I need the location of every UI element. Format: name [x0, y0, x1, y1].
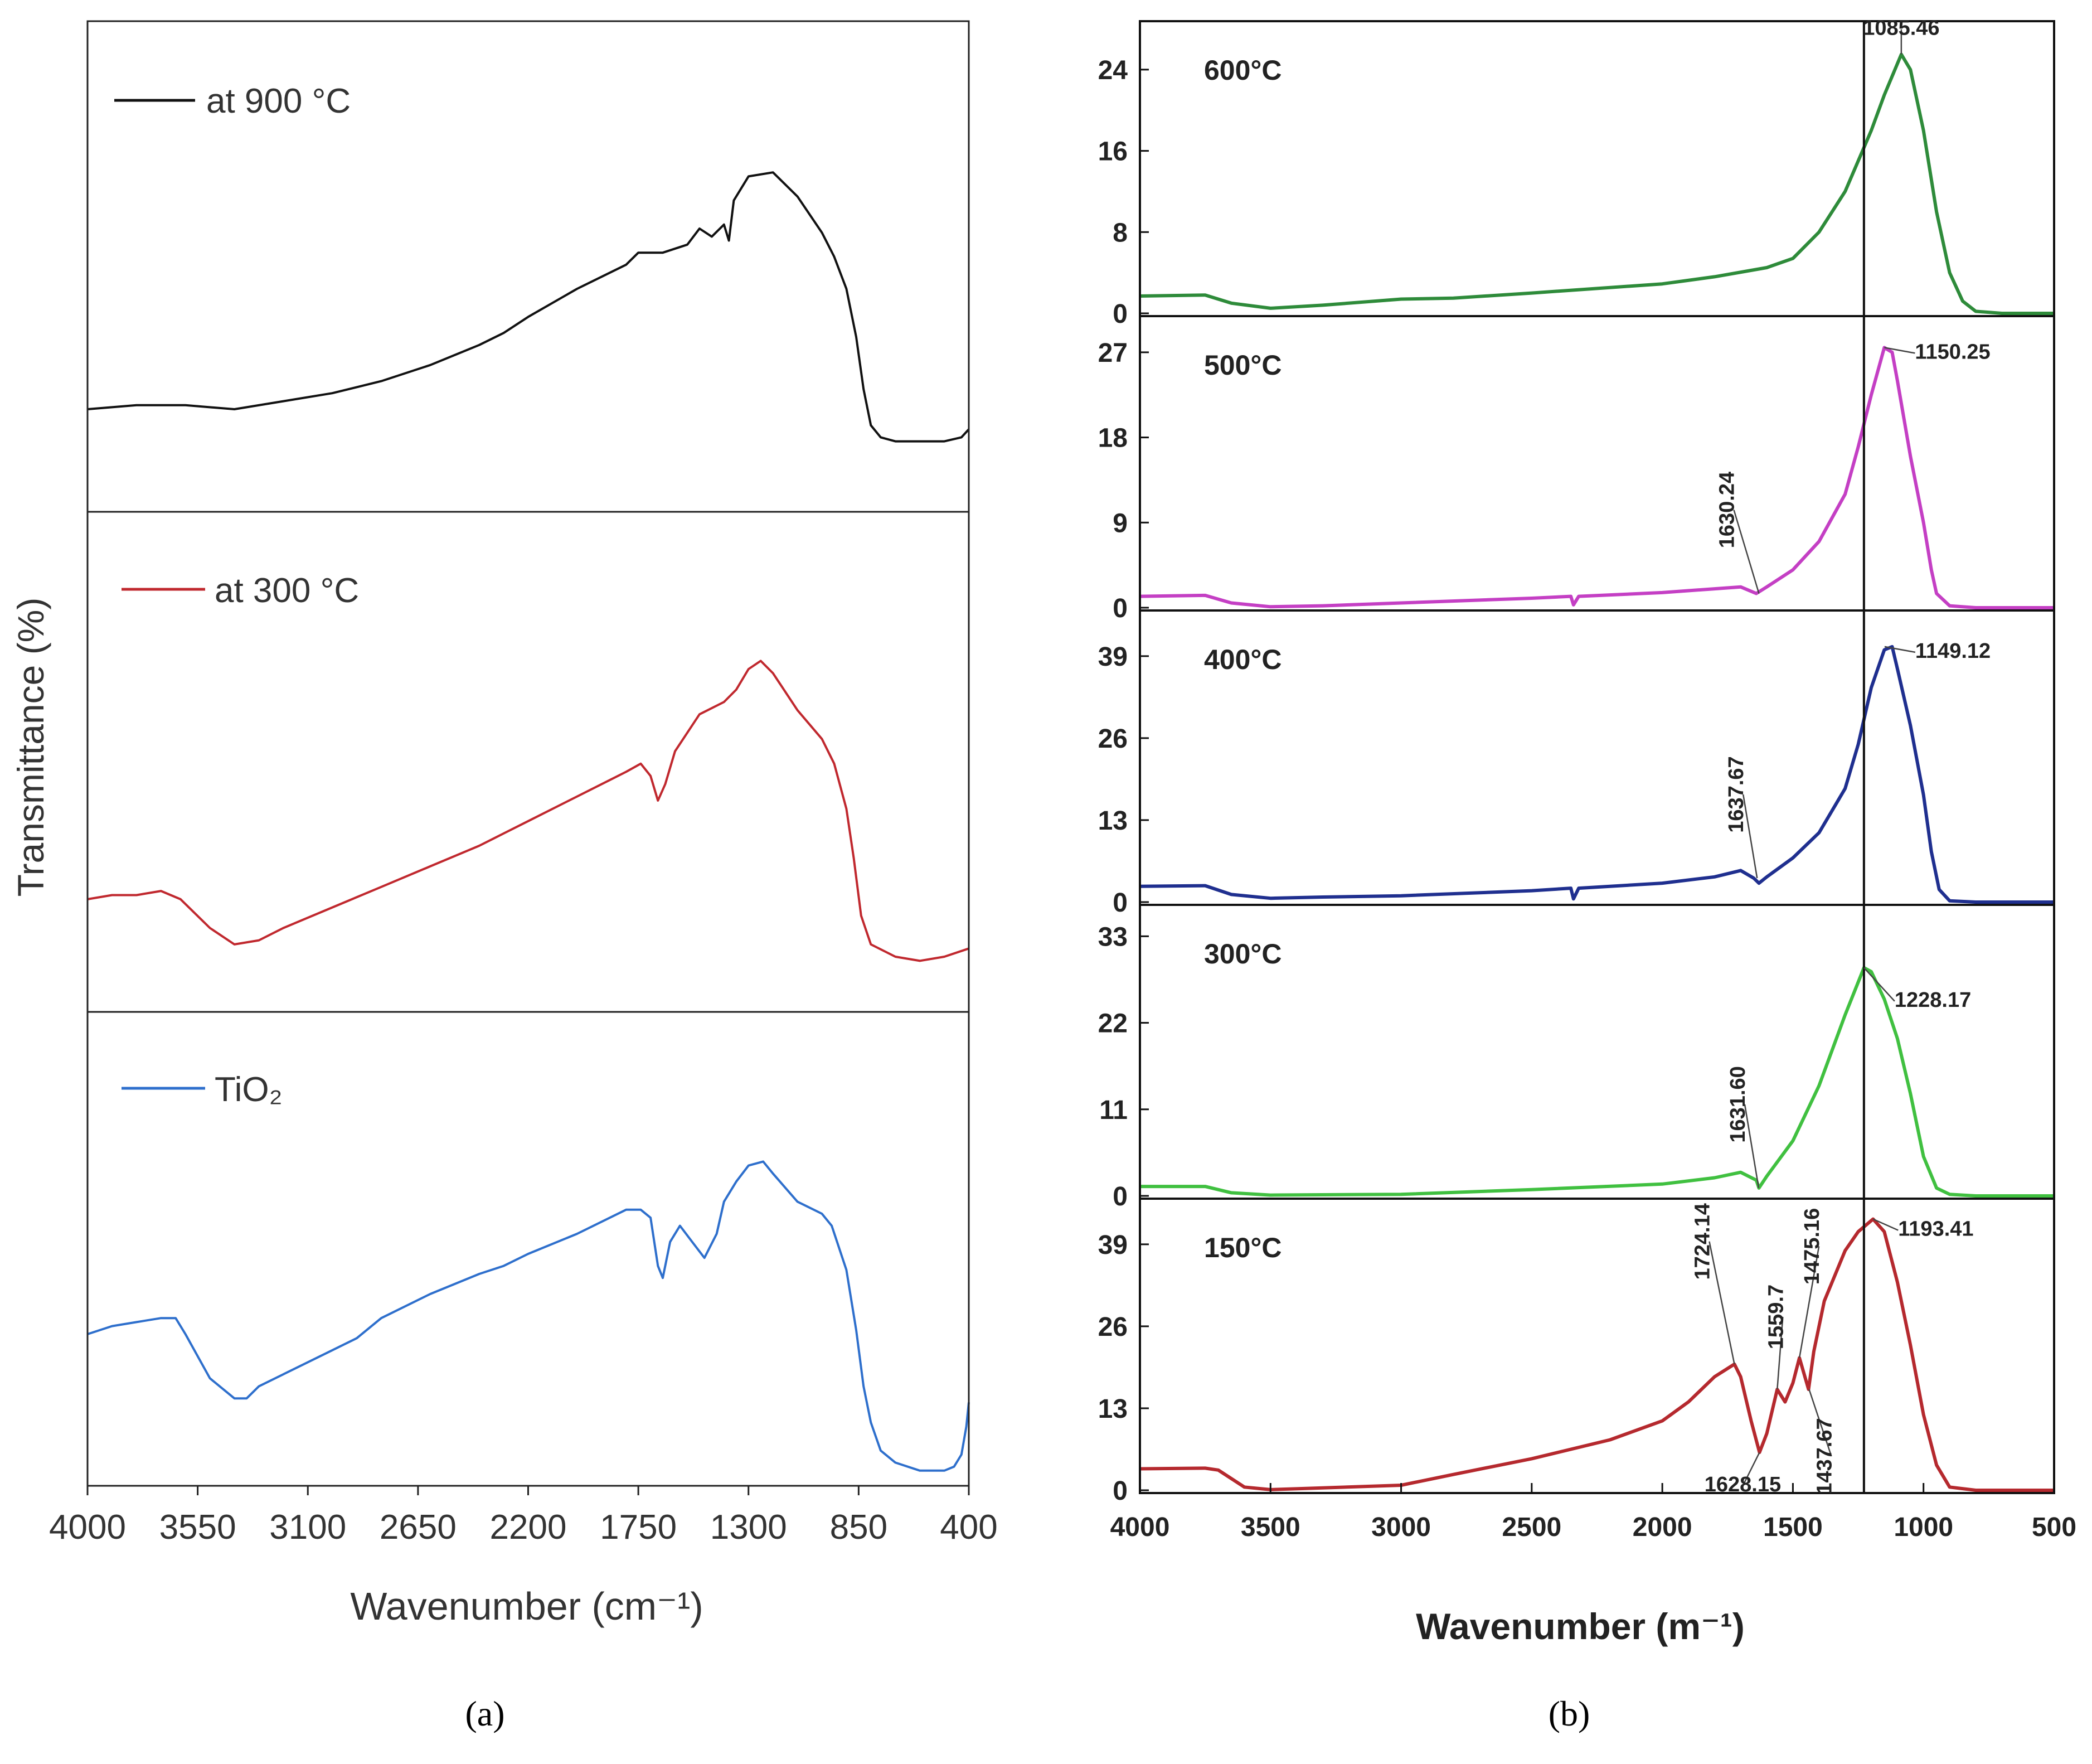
y-tick-label-b: 26 — [1098, 1312, 1128, 1342]
annotation-b: 1228.17 — [1895, 988, 1971, 1012]
y-tick-label-b: 39 — [1098, 642, 1128, 672]
x-tick-label-a: 3100 — [269, 1508, 346, 1547]
annotation-leader-b — [1733, 510, 1760, 594]
x-tick-label-b: 2500 — [1502, 1513, 1561, 1542]
legend-tio2-label: TiO₂ — [215, 1070, 283, 1109]
y-tick-label-b: 0 — [1113, 299, 1128, 329]
x-tick-label-b: 2000 — [1633, 1513, 1692, 1542]
x-tick-label-a: 2650 — [380, 1508, 457, 1547]
annotation-leader-b — [1742, 1452, 1760, 1486]
y-tick-label-b: 11 — [1099, 1096, 1128, 1125]
y-tick-label-b: 0 — [1113, 1182, 1128, 1211]
y-tick-label-b: 24 — [1098, 56, 1128, 85]
annotation-b: 1630.24 — [1716, 472, 1739, 548]
plot-frame-b-4 — [1139, 1198, 2055, 1494]
annotation-leader-b — [1744, 1104, 1760, 1189]
y-tick-label-b: 27 — [1098, 338, 1128, 368]
y-tick-label-b: 26 — [1098, 724, 1128, 754]
annotation-b: 1437.67 — [1813, 1418, 1836, 1494]
annotation-leader-b — [1776, 1316, 1784, 1390]
annotation-leader-b — [1884, 347, 1915, 354]
legend-900: at 900 °C — [114, 82, 351, 120]
x-tick-label-b: 1000 — [1894, 1513, 1953, 1542]
x-tick-label-a: 4000 — [49, 1508, 126, 1547]
annotation-leader-b — [1742, 794, 1758, 879]
y-tick-label-b: 0 — [1113, 888, 1128, 918]
annotation-b: 1559.7 — [1764, 1285, 1788, 1349]
y-tick-label-b: 0 — [1113, 594, 1128, 623]
y-axis-label-a: Transmittance (%) — [10, 598, 51, 897]
annotation-leader-b — [1798, 1246, 1820, 1358]
x-tick-label-a: 2200 — [490, 1508, 567, 1547]
annotation-b: 1628.15 — [1705, 1473, 1781, 1496]
y-tick-label-b: 16 — [1098, 137, 1128, 167]
chart-a: 4000 3550 3100 2650 2200 1750 1300 850 400 at 90… — [10, 20, 998, 1628]
panel-label-b-0: 600°C — [1204, 55, 1282, 86]
y-tick-label-b: 13 — [1098, 806, 1128, 836]
annotation-leader-b — [1708, 1241, 1735, 1365]
y-tick-label-b: 9 — [1113, 508, 1128, 538]
x-tick-label-b: 500 — [2032, 1513, 2076, 1542]
legend-tio2: TiO₂ — [122, 1070, 283, 1109]
series-a-line-0 — [87, 171, 970, 443]
annotation-b: 1637.67 — [1725, 756, 1748, 832]
series-b-line-2 — [1139, 644, 2054, 904]
series-b-line-1 — [1139, 346, 2054, 609]
series-b-line-0 — [1139, 52, 2054, 315]
panel-label-b-4: 150°C — [1204, 1232, 1282, 1263]
x-tick-label-a: 1750 — [600, 1508, 677, 1547]
annotation-b: 1150.25 — [1915, 340, 1990, 364]
annotation-b: 1149.12 — [1915, 639, 1991, 663]
annotation-b: 1475.16 — [1800, 1208, 1824, 1285]
panel-label-b-1: 500°C — [1204, 350, 1282, 381]
x-tick-label-b: 1500 — [1763, 1513, 1823, 1542]
panel-label-b-2: 400°C — [1204, 644, 1282, 675]
legend-900-label: at 900 °C — [206, 82, 351, 120]
y-tick-label-b: 0 — [1113, 1476, 1128, 1506]
x-tick-label-b: 3500 — [1241, 1513, 1300, 1542]
x-tick-label-a: 850 — [830, 1508, 887, 1547]
legend-300-label: at 300 °C — [215, 571, 359, 610]
x-axis-label-b: Wavenumber (m⁻¹) — [1416, 1606, 1745, 1647]
y-tick-label-b: 22 — [1098, 1009, 1128, 1039]
annotation-leader-b — [1884, 646, 1916, 653]
panel-label-b-3: 300°C — [1204, 938, 1282, 970]
annotation-leader-b — [1808, 1389, 1832, 1457]
annotation-leader-b — [1863, 967, 1895, 1002]
annotation-b: 1631.60 — [1726, 1066, 1750, 1142]
series-a-line-1 — [87, 660, 969, 962]
x-tick-label-b: 4000 — [1110, 1513, 1170, 1542]
y-tick-label-b: 33 — [1098, 922, 1128, 952]
annotation-b: 1724.14 — [1691, 1203, 1714, 1280]
chart-b: 0 8 16 24 0 9 18 27 0 13 26 39 0 11 22 33 0 13 26 39 4000 350… — [1098, 17, 2076, 1647]
x-tick-label-a: 400 — [940, 1508, 997, 1547]
series-a-line-2 — [87, 1160, 970, 1472]
series-b-line-3 — [1140, 966, 2054, 1198]
legend-300: at 300 °C — [122, 571, 359, 610]
x-axis-label-a: Wavenumber (cm⁻¹) — [350, 1584, 703, 1628]
x-tick-label-b: 3000 — [1371, 1513, 1431, 1542]
caption-a: (a) — [465, 1694, 504, 1733]
caption-b: (b) — [1549, 1694, 1590, 1733]
x-tick-label-a: 1300 — [710, 1508, 787, 1547]
annotation-b: 1085.46 — [1863, 17, 1939, 40]
y-tick-label-b: 18 — [1098, 424, 1128, 453]
y-tick-label-b: 13 — [1098, 1394, 1128, 1424]
y-tick-label-b: 8 — [1113, 218, 1128, 248]
annotation-leader-b — [1872, 1218, 1899, 1231]
y-tick-label-b: 39 — [1098, 1230, 1128, 1260]
annotation-b: 1193.41 — [1898, 1218, 1973, 1241]
x-tick-label-a: 3550 — [159, 1508, 236, 1547]
